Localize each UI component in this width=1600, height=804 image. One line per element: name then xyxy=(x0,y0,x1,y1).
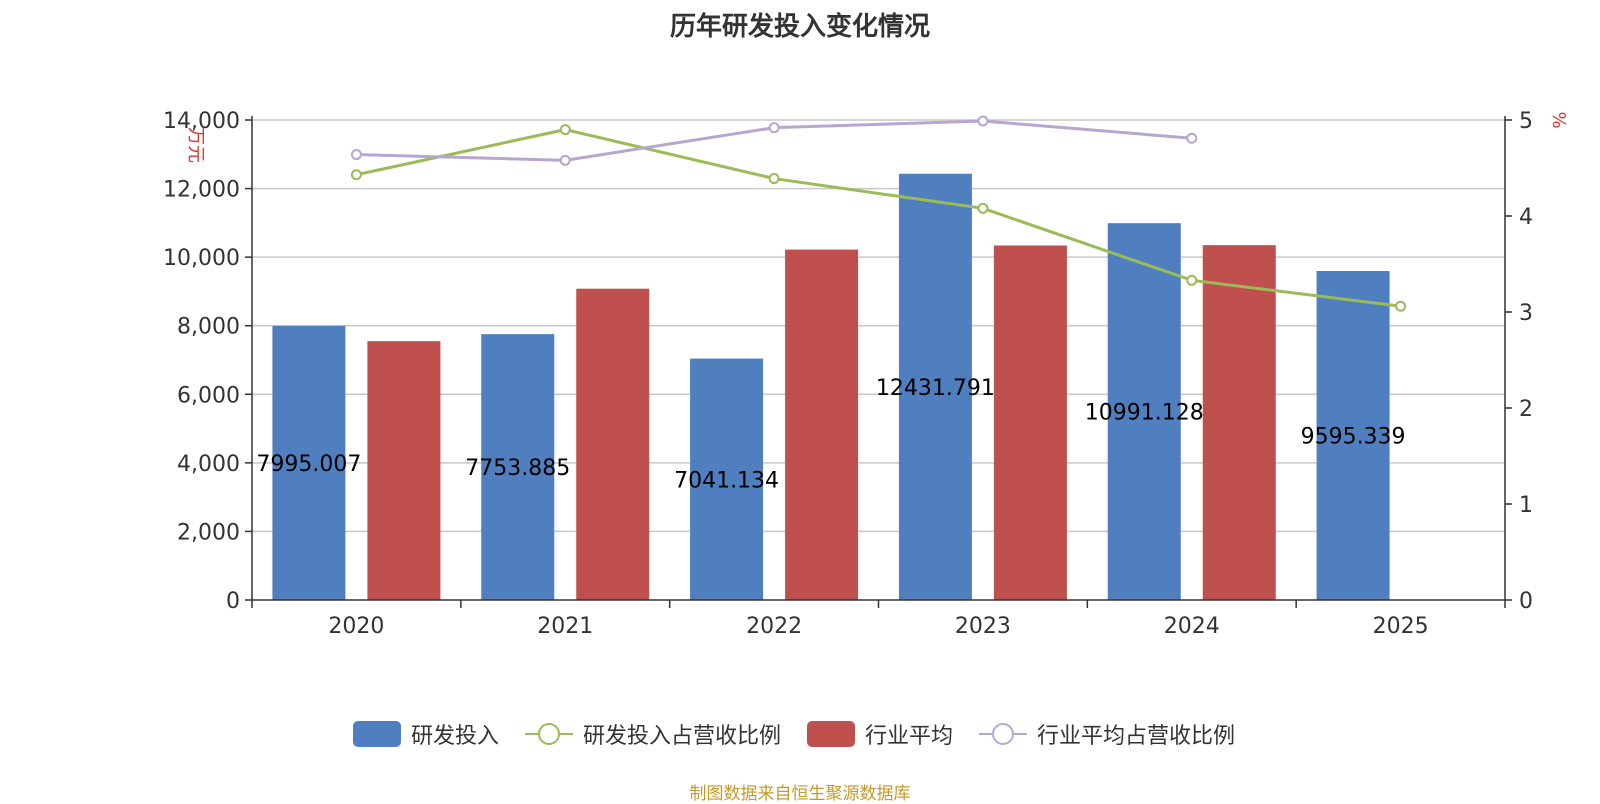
grid-lines xyxy=(252,119,1505,533)
data-label: 9595.339 xyxy=(1301,425,1406,450)
data-label: 7753.885 xyxy=(465,456,570,481)
legend-swatch-bar xyxy=(352,721,401,747)
x-tick-label: 2021 xyxy=(537,614,593,639)
line-point xyxy=(977,202,989,214)
chart-title: 历年研发投入变化情况 xyxy=(669,12,930,42)
data-label: 10991.128 xyxy=(1085,401,1204,426)
y-left-tick-label: 12,000 xyxy=(163,178,240,203)
line-point xyxy=(1395,300,1407,312)
legend-item-industry-ratio[interactable]: 行业平均占营收比例 xyxy=(979,718,1235,750)
chart-legend: 研发投入 研发投入占营收比例 行业平均 行业平均占营收比例 xyxy=(0,718,1600,750)
data-label: 12431.791 xyxy=(876,376,995,401)
bar-industry-average xyxy=(1202,245,1276,600)
legend-label: 研发投入占营收比例 xyxy=(582,724,781,749)
y-right-tick-label: 2 xyxy=(1519,397,1533,422)
y-right-tick-label: 5 xyxy=(1519,109,1533,134)
legend-swatch-bar xyxy=(807,721,855,747)
x-tick-label: 2025 xyxy=(1373,614,1429,639)
line-point xyxy=(1186,132,1198,144)
legend-swatch-line xyxy=(524,723,573,745)
x-tick-label: 2022 xyxy=(746,614,802,639)
y-left-tick-label: 2,000 xyxy=(177,520,240,545)
legend-item-rd-investment[interactable]: 研发投入 xyxy=(352,718,499,750)
bar-industry-average xyxy=(576,288,650,600)
legend-item-industry-average[interactable]: 行业平均 xyxy=(807,718,953,750)
bar-industry-average xyxy=(785,249,859,600)
y-left-tick-label: 10,000 xyxy=(163,246,240,271)
data-label: 7041.134 xyxy=(674,468,779,493)
y-right-axis-label: % xyxy=(1548,111,1569,128)
line-rd-ratio xyxy=(356,128,1401,308)
y-right-tick-label: 4 xyxy=(1519,205,1533,230)
legend-label: 行业平均占营收比例 xyxy=(1037,724,1236,749)
data-source-note: 制图数据来自恒生聚源数据库 xyxy=(689,784,911,804)
bar-rd-investment xyxy=(481,334,555,600)
y-left-tick-label: 8,000 xyxy=(177,315,240,340)
y-left-tick-label: 4,000 xyxy=(177,452,240,477)
x-tick-label: 2024 xyxy=(1164,614,1220,639)
line-point xyxy=(559,154,571,166)
y-left-tick-label: 6,000 xyxy=(177,383,240,408)
axes: 0 2,000 4,000 6,000 8,000 10,000 12,000 14,000 0… xyxy=(163,109,1533,639)
line-point xyxy=(350,169,362,181)
line-point xyxy=(559,124,571,136)
line-point xyxy=(768,173,780,185)
bar-rd-investment xyxy=(1107,223,1181,601)
bar-rd-investment xyxy=(1316,271,1390,600)
data-labels: 7995.007 7753.885 7041.134 12431.791 10991.1… xyxy=(256,376,1405,493)
x-tick-label: 2020 xyxy=(328,614,384,639)
line-point xyxy=(977,115,989,127)
line-point xyxy=(768,122,780,134)
bar-industry-average xyxy=(367,341,441,600)
y-left-axis-label: 万元 xyxy=(185,127,206,163)
legend-swatch-line xyxy=(979,723,1028,745)
bar-rd-investment xyxy=(898,173,972,601)
y-left-tick-label: 14,000 xyxy=(163,109,240,134)
bar-industry-average xyxy=(993,245,1067,600)
line-point xyxy=(1186,274,1198,286)
bar-rd-investment xyxy=(272,325,346,600)
line-series xyxy=(350,115,1407,312)
y-right-tick-label: 1 xyxy=(1519,493,1533,518)
y-left-tick-label: 0 xyxy=(226,589,240,614)
y-right-tick-label: 3 xyxy=(1519,301,1533,326)
bar-rd-investment xyxy=(690,358,764,600)
legend-label: 研发投入 xyxy=(410,724,499,749)
data-label: 7995.007 xyxy=(256,452,361,477)
y-right-tick-label: 0 xyxy=(1519,589,1533,614)
line-point xyxy=(350,149,362,161)
bar-series xyxy=(272,173,1390,601)
x-tick-label: 2023 xyxy=(955,614,1011,639)
legend-item-rd-ratio[interactable]: 研发投入占营收比例 xyxy=(524,718,781,750)
legend-label: 行业平均 xyxy=(865,724,954,749)
